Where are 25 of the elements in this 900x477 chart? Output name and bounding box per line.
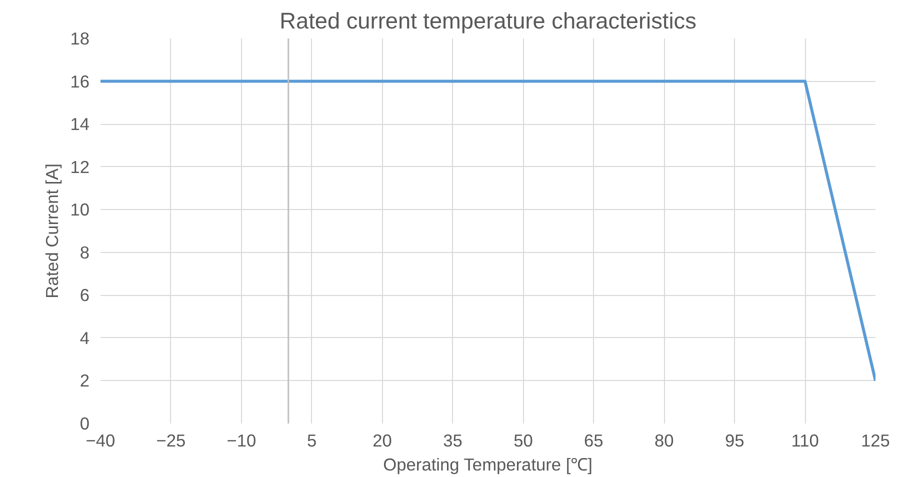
chart-title: Rated current temperature characteristics	[280, 8, 696, 34]
y-tick-label: 8	[80, 242, 90, 262]
x-tick-label: 80	[654, 430, 674, 450]
y-tick-label: 4	[80, 328, 90, 348]
x-axis-title: Operating Temperature [℃]	[383, 454, 593, 474]
y-tick-label: 0	[80, 414, 90, 434]
x-tick-label: −10	[226, 430, 256, 450]
y-tick-label: 16	[70, 71, 90, 92]
x-tick-label: 65	[584, 430, 604, 450]
y-tick-label: 14	[70, 114, 90, 134]
y-tick-label: 12	[70, 156, 90, 177]
x-tick-label: 5	[307, 430, 317, 450]
y-axis-title: Rated Current [A]	[42, 164, 62, 298]
x-tick-label: 110	[791, 430, 819, 450]
x-tick-label: 95	[724, 430, 744, 450]
x-tick-label: 20	[372, 430, 392, 450]
y-tick-label: 18	[70, 28, 90, 48]
y-tick-label: 6	[80, 285, 90, 306]
x-tick-label: −40	[86, 430, 116, 450]
x-tick-label: 50	[514, 430, 533, 450]
y-tick-label: 10	[70, 200, 90, 220]
x-tick-label: 125	[861, 430, 890, 450]
x-tick-label: 35	[443, 430, 462, 450]
x-tick-label: −25	[156, 430, 186, 450]
y-tick-label: 2	[80, 370, 90, 391]
